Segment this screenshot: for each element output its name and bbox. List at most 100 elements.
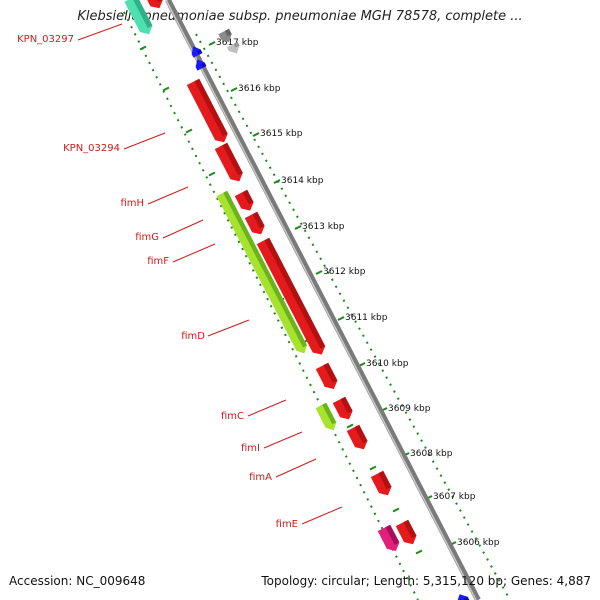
gene-fimH-red-shade: [242, 189, 254, 205]
scale-tick: [337, 316, 345, 321]
scale-tick-label: 3615 kbp: [260, 129, 303, 139]
gene-leader-line: [172, 243, 216, 263]
gene-top-red-shade: [157, 0, 163, 3]
gene-fim-green-long-body: [216, 190, 307, 354]
gene-red-7: [332, 396, 353, 420]
gene-label: fimC: [221, 411, 244, 422]
inner-scale-line: [123, 11, 419, 600]
inner-tick: [208, 171, 216, 177]
gene-label: KPN_03294: [63, 143, 120, 154]
gene-red-10: [395, 519, 417, 545]
gene-top-red: [147, 0, 163, 9]
scale-tick: [252, 132, 260, 137]
topology-text: Topology: circular; Length: 5,315,120 bp…: [261, 574, 591, 588]
gene-blue-bottom: [457, 594, 470, 600]
gene-fim-green-long: [216, 190, 307, 354]
gene-red-8: [346, 424, 368, 450]
gene-fim-green-short: [315, 402, 337, 431]
gene-red-9-shade: [378, 470, 392, 490]
gene-leader-line: [301, 506, 343, 525]
inner-tick: [346, 423, 354, 429]
gene-leader-line: [207, 319, 250, 337]
inner-tick: [369, 465, 377, 471]
gene-label: KPN_03297: [17, 34, 74, 45]
gene-label: fimH: [120, 198, 144, 209]
gene-magenta-body: [377, 524, 400, 551]
gene-leader-line: [123, 132, 166, 150]
gene-red-2-body: [214, 142, 243, 182]
gene-gray-2-shade: [233, 41, 240, 48]
gene-red-6-shade: [323, 362, 338, 383]
gene-teal-body: [124, 0, 153, 35]
gene-red-9: [370, 470, 392, 496]
gene-leader-line: [147, 186, 189, 205]
scale-tick: [230, 87, 238, 92]
gene-label: fimF: [147, 256, 169, 267]
gene-blue-2-body: [195, 59, 207, 71]
gene-magenta-shade: [385, 524, 400, 545]
gene-label: fimI: [241, 443, 260, 454]
gene-leader-line: [247, 399, 287, 417]
gene-label: fimE: [276, 519, 298, 530]
gene-blue-2: [195, 59, 207, 71]
scale-tick-label: 3610 kbp: [366, 359, 409, 369]
inner-tick: [392, 507, 400, 513]
inner-tick: [185, 128, 193, 134]
scale-tick-label: 3613 kbp: [302, 222, 345, 232]
gene-label: fimA: [249, 472, 272, 483]
gene-leader-line: [77, 23, 123, 41]
gene-red-2: [214, 142, 243, 182]
gene-red-7-shade: [340, 396, 353, 414]
gene-label-layer: KPN_03297 KPN_03294 fimH fimG fimF fimD fimC fi…: [17, 23, 343, 530]
scale-tick-label: 3611 kbp: [345, 313, 388, 323]
gene-gray-1: [218, 28, 232, 43]
scale-tick-label: 3609 kbp: [388, 404, 431, 414]
gene-kpn03294: [186, 78, 228, 143]
gene-leader-line: [263, 431, 303, 449]
scale-tick-label: 3614 kbp: [281, 176, 324, 186]
scale-tick-label: 3616 kbp: [238, 84, 281, 94]
backbone-highlight: [165, 0, 477, 600]
gene-kpn03294-shade: [194, 78, 228, 137]
scale-tick-label: 3606 kbp: [457, 538, 500, 548]
gene-top-red-body: [147, 0, 163, 9]
gene-magenta: [377, 524, 400, 551]
gene-leader-line: [162, 219, 204, 239]
gene-teal: [124, 0, 153, 35]
gene-blue-bottom-shade: [463, 596, 470, 600]
scale-tick-label: 3612 kbp: [323, 267, 366, 277]
gene-red-2-shade: [222, 142, 243, 176]
gene-blue-1-body: [191, 46, 203, 58]
gene-kpn03294-body: [186, 78, 228, 143]
gene-blue-1-shade: [197, 49, 203, 55]
scale-tick-label: 3607 kbp: [433, 492, 476, 502]
gene-fimD-red-shade: [264, 237, 326, 349]
gene-blue-1: [191, 46, 203, 58]
gene-fimG-red: [244, 211, 265, 235]
gene-fimH-red: [234, 189, 254, 211]
gene-leader-line: [275, 458, 317, 478]
gene-red-6: [315, 362, 338, 389]
gene-fimD-red: [256, 237, 326, 355]
gene-red-6-body: [315, 362, 338, 389]
gene-fim-green-short-body: [315, 402, 337, 431]
inner-tick: [415, 549, 423, 555]
gene-fimD-red-body: [256, 237, 326, 355]
gene-layer: [124, 0, 470, 600]
inner-tick: [139, 45, 147, 51]
gene-red-10-shade: [403, 519, 417, 539]
accession-text: Accession: NC_009648: [9, 574, 146, 588]
gene-blue-2-shade: [201, 62, 207, 68]
gene-fim-green-short-shade: [322, 402, 337, 425]
scale-tick: [315, 270, 323, 275]
inner-tick: [162, 86, 170, 92]
gene-gray-2: [226, 41, 240, 54]
scale-tick-label: 3608 kbp: [410, 449, 453, 459]
scale-tick: [294, 225, 302, 230]
genome-backbone: [165, 0, 481, 600]
backbone-line: [165, 0, 481, 600]
gene-label: fimG: [135, 232, 159, 243]
gene-red-8-shade: [354, 424, 368, 444]
